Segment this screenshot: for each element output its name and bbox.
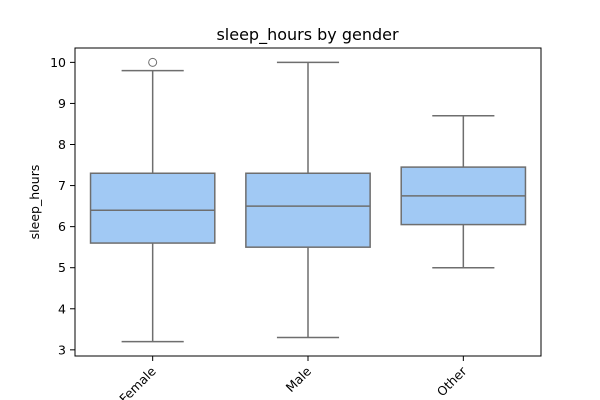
x-tick-label: Other: [434, 363, 470, 399]
box-iqr-female: [89, 172, 216, 244]
plot-area: 3 4 5 6 7 8 9 10 Female Male Other: [50, 55, 527, 400]
x-tick-label: Male: [283, 363, 315, 395]
y-tick-label: 5: [58, 260, 66, 275]
y-tick-label: 4: [58, 301, 66, 316]
y-tick-label: 6: [58, 219, 66, 234]
y-tick-label: 7: [58, 178, 66, 193]
y-tick-label: 10: [50, 55, 66, 70]
y-axis-label: sleep_hours: [27, 165, 42, 240]
outlier-point: [148, 57, 158, 67]
y-tick-label: 8: [58, 137, 66, 152]
plot-frame: [74, 47, 542, 357]
y-tick-label: 9: [58, 96, 66, 111]
x-tick-label: Female: [116, 363, 159, 400]
box-iqr-male: [245, 172, 371, 248]
chart-title: sleep_hours by gender: [216, 25, 399, 45]
y-tick-label: 3: [58, 342, 66, 357]
